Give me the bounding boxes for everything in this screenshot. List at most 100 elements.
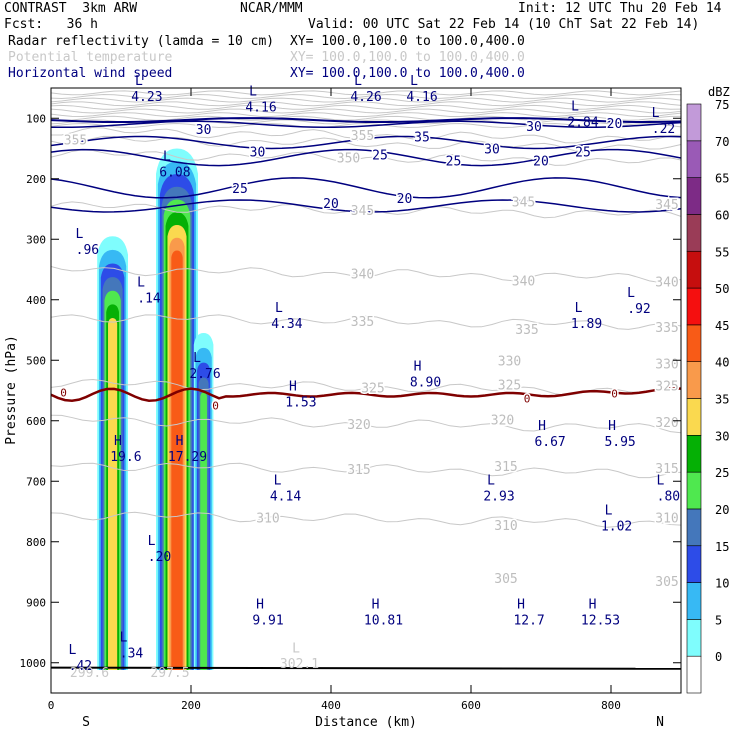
extremum-value: .42 [69,659,92,674]
extremum-marker: L [274,473,282,488]
theta-label: 340 [351,268,374,283]
wind-contour [51,117,681,124]
colorbar-label: 20 [715,503,729,517]
theta-contour [51,314,681,330]
wind-contour [51,199,681,213]
extremum-value: .20 [148,550,171,565]
field-wind-xy: XY= 100.0,100.0 to 100.0,400.0 [290,66,525,81]
forecast-hour: Fcst: 36 h [4,17,98,32]
wind-label: 20 [323,197,339,212]
wind-contour [51,177,681,199]
theta-contour-upper [51,123,681,128]
extremum-marker: L [163,150,171,165]
colorbar-swatch [686,545,702,583]
colorbar-swatch [686,140,702,178]
theta-label: 340 [512,274,535,289]
extremum-marker: H [538,419,546,434]
wind-label: 35 [414,130,430,145]
theta-label: 330 [498,354,521,369]
colorbar-unit: dBZ [708,85,730,99]
theta-label: 335 [655,321,678,336]
zero-isotherm-line [51,387,681,403]
extremum-value: 2.76 [189,367,220,382]
colorbar-swatch [686,471,702,510]
reflectivity-cell-3-level-25 [200,392,207,671]
theta-label: 320 [655,416,678,431]
theta-contour [51,378,681,396]
y-tick-label: 700 [26,475,46,488]
extremum-marker: H [608,419,616,434]
surface-theta-label: 302.1 [280,657,319,672]
extremum-marker: H [372,597,380,612]
y-tick-label: 200 [26,173,46,186]
extremum-marker: L [275,301,283,316]
wind-label: 25 [575,146,591,161]
wind-label: 30 [484,143,500,158]
x-axis-label: Distance (km) [315,715,417,730]
wind-contour [51,120,681,129]
colorbar-swatch [686,582,702,620]
extremum-value: 4.23 [131,90,162,105]
y-tick-label: 500 [26,354,46,367]
extremum-marker: L [652,106,660,121]
wind-contour [51,135,681,150]
colorbar-swatch [686,287,702,326]
y-tick-label: 100 [26,112,46,125]
theta-contour-upper [51,108,681,114]
theta-label: 315 [494,460,517,475]
y-tick-label: 1000 [20,657,47,670]
theta-label: 310 [494,519,517,534]
zero-label: 0 [611,388,618,401]
extremum-marker: H [589,597,597,612]
extremum-value: .22 [652,122,675,137]
extremum-value: 12.7 [513,613,544,628]
y-tick-label: 800 [26,536,46,549]
theta-contour [51,201,681,219]
extremum-marker: L [135,74,143,89]
extremum-marker: H [114,434,122,449]
colorbar-swatch [686,177,702,215]
colorbar-label: 60 [715,208,729,222]
y-tick-label: 300 [26,233,46,246]
colorbar-label: 55 [715,245,729,259]
extremum-value: 12.53 [581,613,620,628]
field-reflectivity-xy: XY= 100.0,100.0 to 100.0,400.0 [290,34,525,49]
extremum-marker: H [414,360,422,375]
extremum-marker: L [605,504,613,519]
colorbar-swatch [686,619,702,657]
wind-label: 30 [250,146,266,161]
theta-label: 325 [498,378,521,393]
model-title: CONTRAST 3km ARW [4,1,138,16]
extremum-value: 17.29 [168,450,207,465]
x-tick-label: 200 [181,699,201,712]
wind-contour [51,148,681,167]
zero-label: 0 [212,400,219,413]
theta-contour-upper [51,93,681,99]
theta-contour [51,414,681,434]
theta-label: 345 [655,198,678,213]
surface-line [51,666,681,670]
theta-label: 305 [655,575,678,590]
colorbar-label: 45 [715,319,729,333]
wind-label: 20 [533,155,549,170]
extremum-value: 6.08 [159,166,190,181]
edge-label-right: N [656,715,664,730]
extremum-value: 10.81 [364,613,403,628]
extremum-value: .80 [657,489,680,504]
y-axis-label: Pressure (hPa) [4,335,19,445]
surface-theta-label: 297.5 [150,666,189,681]
theta-label: 340 [655,276,678,291]
wind-label: 25 [372,149,388,164]
theta-contour-upper [51,101,681,107]
extremum-marker: H [176,434,184,449]
extremum-value: 2.93 [483,489,514,504]
reflectivity-cell-1-level-35 [108,318,118,671]
colorbar-label: 70 [715,135,729,149]
field-wind-name: Horizontal wind speed [8,66,173,81]
theta-contour-upper [51,90,681,96]
theta-label: 325 [655,380,678,395]
extremum-value: 2.84 [567,115,598,130]
theta-label: 335 [515,323,538,338]
colorbar-swatch [686,655,702,694]
colorbar-label: 10 [715,577,729,591]
